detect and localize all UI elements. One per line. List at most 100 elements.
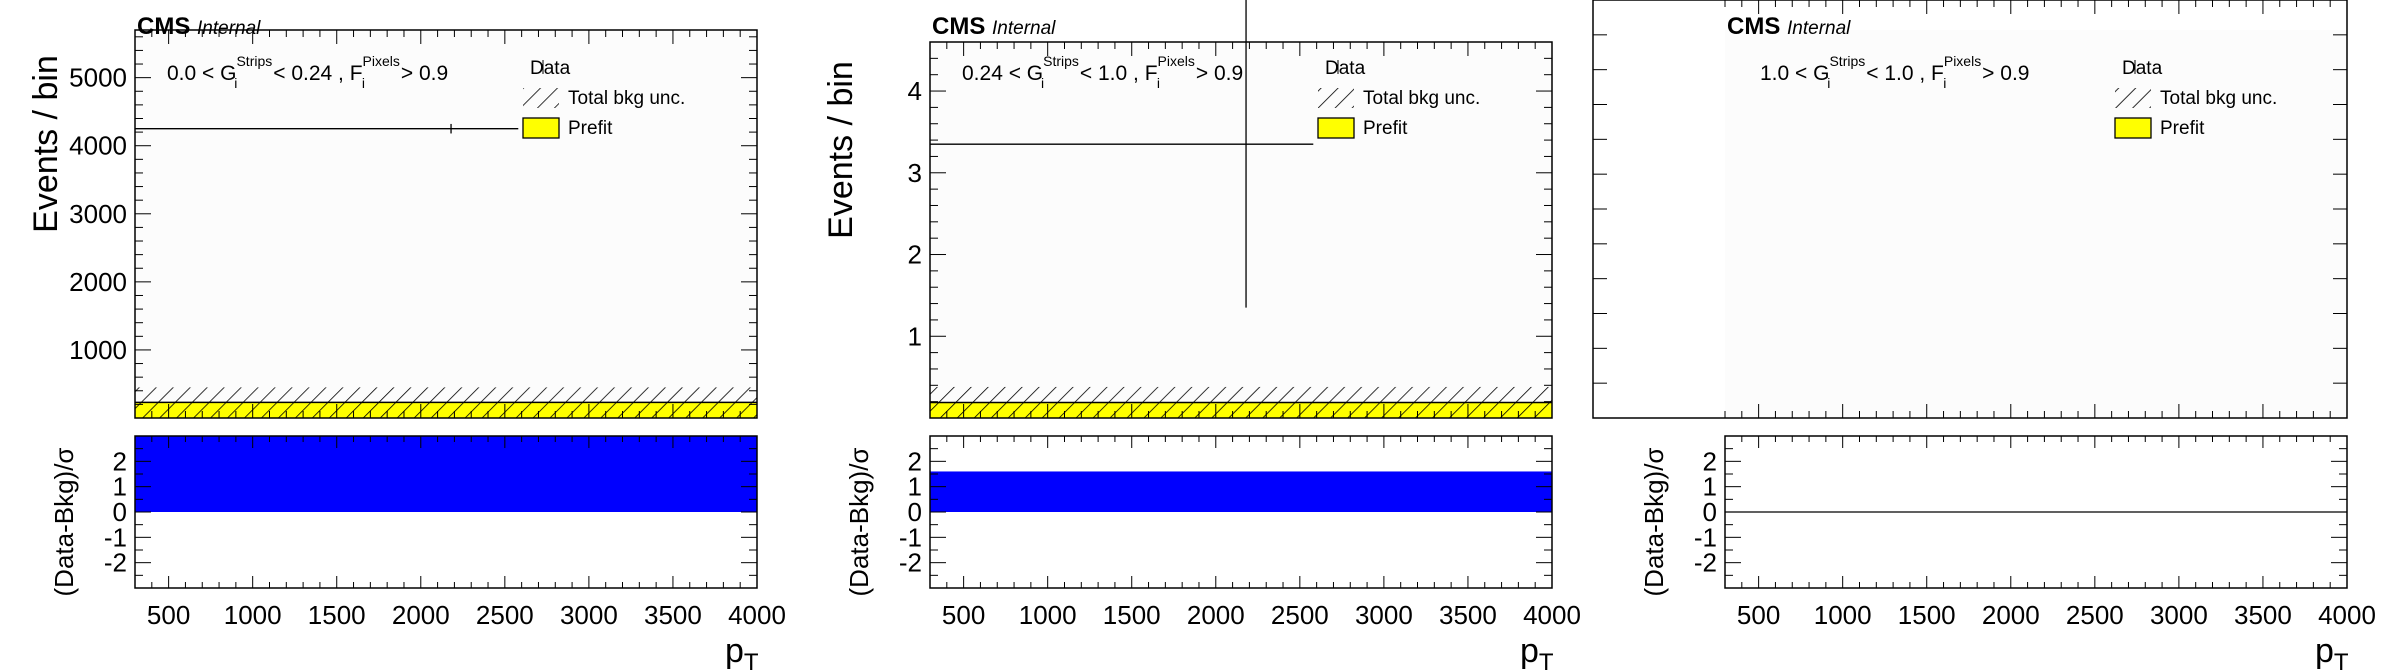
selection-label: 1.0 < GStrips i < 1.0 , FPixels i > 0.9: [1760, 53, 2029, 91]
legend-data: Data: [530, 58, 571, 79]
sel-f-sup: Pixels: [1158, 53, 1195, 69]
x-tick-label: 1500: [1103, 600, 1161, 630]
main-plot-area: [135, 30, 757, 418]
sel-mid: < 1.0 , F: [1074, 62, 1157, 85]
legend-prefit-swatch: [522, 117, 560, 139]
x-axis-label-main: p: [725, 632, 744, 670]
cms-text: CMS: [1727, 13, 1780, 40]
cms-space: [1780, 13, 1787, 40]
legend-data: Data: [2122, 58, 2163, 79]
sel-cut: > 0.9: [395, 62, 448, 85]
x-axis-label: pT: [2315, 632, 2349, 672]
bkg-unc-band: [930, 386, 1552, 418]
sel-g-sup: Strips: [1829, 53, 1865, 69]
sel-g-sub: i: [1827, 75, 1830, 91]
main-plot-area: [930, 42, 1552, 418]
x-tick-label: 4000: [728, 600, 786, 630]
pull-bar: [930, 471, 1552, 512]
panel-3: CMS Internal 1.0 < GStrips i < 1.0 , FPixe…: [1592, 0, 2376, 672]
sel-g-sup: Strips: [236, 53, 272, 69]
pull-bar: [135, 436, 757, 512]
y-tick-label: 2000: [69, 267, 127, 297]
sel-cut: > 0.9: [1190, 62, 1243, 85]
sel-f-sub: i: [1943, 75, 1946, 91]
x-tick-label: 2500: [476, 600, 534, 630]
x-tick-label: 2000: [1187, 600, 1245, 630]
cms-text: CMS: [932, 13, 985, 40]
main-plot-area: [1725, 30, 2347, 418]
x-tick-label: 500: [942, 600, 985, 630]
ratio-tick-label: 2: [1703, 446, 1717, 476]
ratio-tick-label: -2: [104, 548, 127, 578]
y-tick-label: 2: [908, 240, 922, 270]
x-axis-label: pT: [725, 632, 759, 672]
legend-hatch-swatch: [1318, 88, 1354, 108]
x-axis-label-main: p: [2315, 632, 2334, 670]
y-tick-label: 3000: [69, 199, 127, 229]
ratio-tick-label: -1: [104, 522, 127, 552]
sel-mid: < 1.0 , F: [1860, 62, 1943, 85]
main-frame: [134, 29, 758, 419]
legend-hatch-swatch: [523, 88, 559, 108]
x-tick-label: 1000: [224, 600, 282, 630]
selection-label: 0.0 < GStrips i < 0.24 , FPixels i > 0.9: [167, 53, 448, 91]
selection-label: 0.24 < GStrips i < 1.0 , FPixels i > 0.9: [962, 53, 1243, 91]
x-tick-label: 3500: [1439, 600, 1497, 630]
x-tick-label: 1500: [1898, 600, 1956, 630]
cms-status: Internal: [1787, 18, 1851, 39]
cms-status: Internal: [197, 18, 261, 39]
x-tick-label: 1500: [308, 600, 366, 630]
x-axis-label-sub: T: [1539, 649, 1554, 672]
cms-status: Internal: [992, 18, 1056, 39]
legend-total-bkg: Total bkg unc.: [568, 88, 685, 109]
sel-lo: 1.0 < G: [1760, 62, 1829, 85]
sel-g-sub: i: [1041, 75, 1044, 91]
legend-total-bkg: Total bkg unc.: [1363, 88, 1480, 109]
x-tick-label: 2000: [1982, 600, 2040, 630]
main-frame: [929, 41, 1553, 419]
ratio-y-label: (Data-Bkg)/σ: [1639, 448, 1669, 597]
ratio-tick-label: 1: [113, 472, 127, 502]
x-tick-label: 1000: [1019, 600, 1077, 630]
legend-total-bkg: Total bkg unc.: [2160, 88, 2277, 109]
x-axis-label-main: p: [1520, 632, 1539, 670]
legend-prefit: Prefit: [2160, 118, 2205, 139]
ratio-tick-label: 1: [908, 472, 922, 502]
ratio-tick-label: -2: [899, 548, 922, 578]
ratio-tick-label: -2: [1694, 548, 1717, 578]
x-axis-label: pT: [1520, 632, 1554, 672]
cms-space: [190, 13, 197, 40]
legend-prefit-swatch: [2114, 117, 2152, 139]
ratio-tick-label: 0: [908, 497, 922, 527]
ratio-tick-label: 2: [908, 446, 922, 476]
bkg-unc-band: [135, 387, 757, 418]
legend-hatch-swatch: [2115, 88, 2151, 108]
x-tick-label: 2500: [1271, 600, 1329, 630]
y-tick-label: 4000: [69, 131, 127, 161]
x-tick-label: 500: [147, 600, 190, 630]
ratio-tick-label: 2: [113, 446, 127, 476]
legend-prefit: Prefit: [1363, 118, 1408, 139]
x-tick-label: 500: [1737, 600, 1780, 630]
sel-lo: 0.0 < G: [167, 62, 236, 85]
x-tick-label: 4000: [1523, 600, 1581, 630]
cms-text: CMS: [137, 13, 190, 40]
ratio-y-label: (Data-Bkg)/σ: [49, 448, 79, 597]
y-tick-label: 5000: [69, 63, 127, 93]
x-tick-label: 2000: [392, 600, 450, 630]
ratio-tick-label: 1: [1703, 472, 1717, 502]
ratio-tick-label: -1: [1694, 522, 1717, 552]
x-tick-label: 1000: [1814, 600, 1872, 630]
ratio-y-label: (Data-Bkg)/σ: [844, 448, 874, 597]
x-axis-label-sub: T: [2334, 649, 2349, 672]
cms-space: [985, 13, 992, 40]
legend-prefit-swatch: [1317, 117, 1355, 139]
ratio-tick-label: -1: [899, 522, 922, 552]
y-axis-label: Events / bin: [27, 55, 65, 233]
sel-f-sub: i: [1157, 75, 1160, 91]
x-tick-label: 3000: [2150, 600, 2208, 630]
cms-label: CMS Internal: [137, 13, 261, 40]
